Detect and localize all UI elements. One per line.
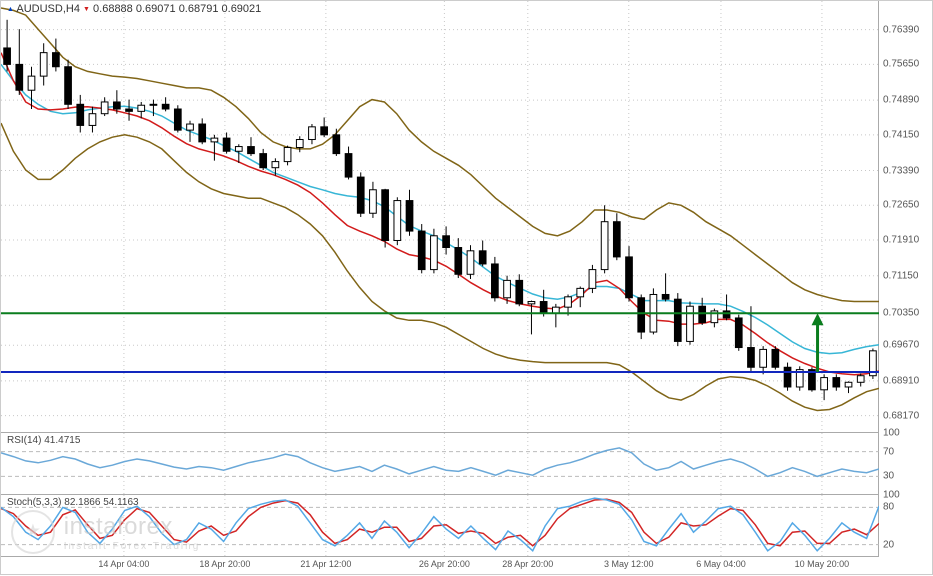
main-y-tick-label: 0.69670 <box>883 340 919 351</box>
main-y-tick-label: 0.76390 <box>883 24 919 35</box>
x-tick-label: 21 Apr 12:00 <box>300 559 351 569</box>
x-tick-label: 3 May 12:00 <box>604 559 654 569</box>
x-tick-label: 26 Apr 20:00 <box>419 559 470 569</box>
rsi-y-tick-label: 70 <box>883 446 894 457</box>
instrument-title: ▲ AUDUSD,H4 ▼ 0.68888 0.69071 0.68791 0.… <box>7 3 261 15</box>
instaforex-star-icon <box>11 510 55 554</box>
watermark-brand: instaforex <box>64 513 173 540</box>
main-y-tick-label: 0.68910 <box>883 375 919 386</box>
x-tick-label: 14 Apr 04:00 <box>98 559 149 569</box>
ohlc-close: 0.69021 <box>222 3 262 15</box>
rsi-label-prefix: RSI(14) <box>7 435 41 446</box>
main-y-tick-label: 0.70350 <box>883 308 919 319</box>
main-y-tick-label: 0.74890 <box>883 95 919 106</box>
main-y-tick-label: 0.75650 <box>883 59 919 70</box>
ohlc-low: 0.68791 <box>179 3 219 15</box>
x-axis: 14 Apr 04:00 18 Apr 20:00 21 Apr 12:00 26 A… <box>1 557 879 576</box>
rsi-y-tick-label: 30 <box>883 471 894 482</box>
stoch-label-prefix: Stoch(5,3,3) <box>7 497 61 508</box>
watermark-logo: instaforex Instant Forex Trading <box>11 510 200 554</box>
stoch-y-tick-label: 20 <box>883 539 894 550</box>
stoch-y-tick-label: 80 <box>883 502 894 513</box>
stoch-y-axis: 2080100 <box>879 495 933 557</box>
main-y-tick-label: 0.72650 <box>883 200 919 211</box>
triangle-down-icon: ▼ <box>83 6 90 13</box>
main-y-axis: 0.76390 0.75650 0.74890 0.74150 0.73390 0.726… <box>879 1 933 433</box>
ohlc-open: 0.68888 <box>93 3 133 15</box>
triangle-up-icon: ▲ <box>7 6 14 13</box>
stoch-k-value: 82.1866 <box>64 497 100 508</box>
symbol-text: AUDUSD <box>16 3 62 15</box>
watermark-subtitle: Instant Forex Trading <box>64 541 201 552</box>
rsi-label: RSI(14) 41.4715 <box>7 435 80 446</box>
timeframe-text: H4 <box>66 3 80 15</box>
main-y-tick-label: 0.71150 <box>883 270 918 281</box>
stoch-y-tick-label: 100 <box>883 490 900 501</box>
x-tick-label: 6 May 04:00 <box>696 559 746 569</box>
ohlc-high: 0.69071 <box>136 3 176 15</box>
x-tick-label: 10 May 20:00 <box>795 559 850 569</box>
stoch-d-value: 54.1163 <box>103 497 138 508</box>
main-y-tick-label: 0.74150 <box>883 129 919 140</box>
x-tick-label: 18 Apr 20:00 <box>199 559 250 569</box>
rsi-chart-svg <box>1 433 879 495</box>
rsi-value: 41.4715 <box>44 435 80 446</box>
main-y-tick-label: 0.71910 <box>883 235 919 246</box>
rsi-y-axis: 3070100 <box>879 433 933 495</box>
main-y-tick-label: 0.68170 <box>883 410 919 421</box>
chart-container: ▲ AUDUSD,H4 ▼ 0.68888 0.69071 0.68791 0.… <box>1 1 933 576</box>
rsi-y-tick-label: 100 <box>883 428 900 439</box>
x-tick-label: 28 Apr 20:00 <box>502 559 553 569</box>
main-chart-svg <box>1 1 879 433</box>
main-price-panel[interactable] <box>1 1 879 433</box>
stoch-label: Stoch(5,3,3) 82.1866 54.1163 <box>7 497 139 508</box>
main-y-tick-label: 0.73390 <box>883 165 919 176</box>
rsi-panel[interactable]: RSI(14) 41.4715 <box>1 433 879 495</box>
